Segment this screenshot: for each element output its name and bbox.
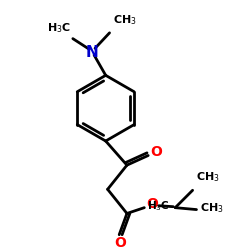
Text: CH$_3$: CH$_3$ [200,201,224,214]
Text: CH$_3$: CH$_3$ [196,171,220,184]
Text: O: O [146,197,158,211]
Text: H$_3$C: H$_3$C [47,21,71,35]
Text: H$_3$C: H$_3$C [147,199,170,212]
Text: CH$_3$: CH$_3$ [114,13,137,27]
Text: N: N [86,45,98,60]
Text: O: O [114,236,126,250]
Text: O: O [150,145,162,159]
